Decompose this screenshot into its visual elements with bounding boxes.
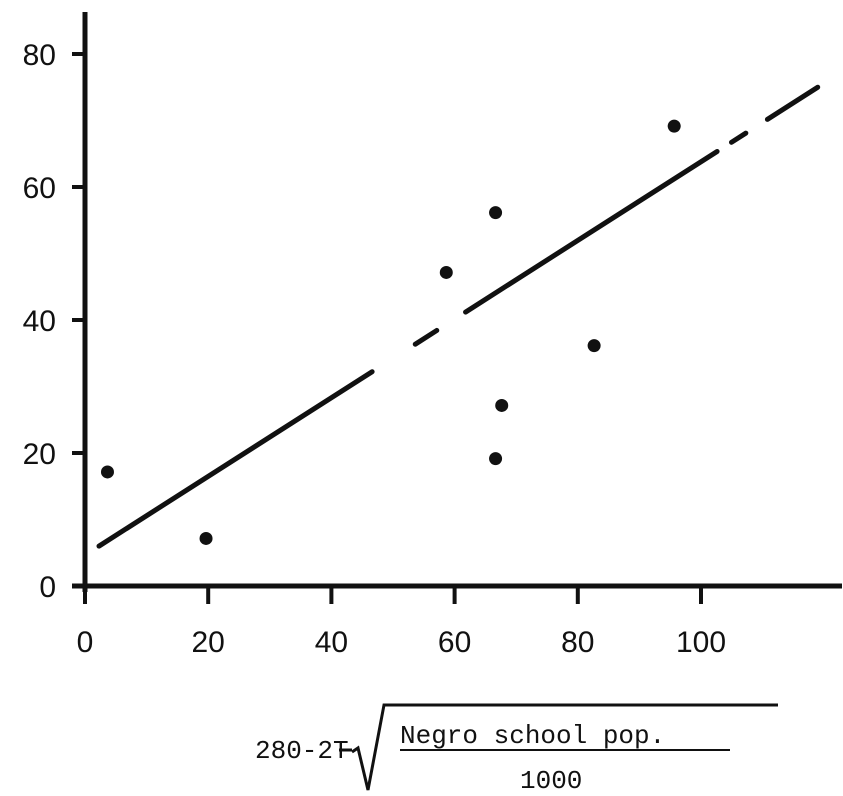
data-point [495, 398, 509, 412]
axes [72, 12, 842, 592]
trend-line-segment [412, 327, 440, 347]
data-point [100, 465, 114, 479]
y-tick-label: 60 [23, 172, 56, 205]
data-point [587, 339, 601, 353]
y-tick-label: 0 [39, 571, 56, 604]
y-tick-label: 80 [23, 39, 56, 72]
x-tick-label: 80 [561, 626, 594, 659]
x-tick-label: 0 [77, 626, 94, 659]
x-label-numerator: Negro school pop. [400, 721, 665, 751]
data-points [100, 119, 681, 545]
x-axis-label: 280-2T Negro school pop. 1000 [255, 703, 778, 796]
x-label-prefix: 280-2T [255, 736, 349, 766]
y-tick-label: 40 [23, 305, 56, 338]
data-point [439, 265, 453, 279]
data-point [667, 119, 681, 133]
sqrt-symbol [351, 703, 778, 791]
x-tick-label: 60 [438, 626, 471, 659]
y-tick-label: 20 [23, 438, 56, 471]
x-tick-label: 40 [315, 626, 348, 659]
data-point [489, 452, 503, 466]
x-tick-label: 100 [676, 626, 726, 659]
trend-line-segment [463, 148, 720, 315]
trend-line-segment [728, 130, 749, 145]
trend-line-segment [96, 369, 375, 549]
trend-line [96, 84, 821, 549]
x-label-denominator: 1000 [520, 766, 582, 796]
data-point [199, 531, 213, 545]
data-point [489, 206, 503, 220]
y-ticks: 0 20 40 60 80 [23, 39, 85, 604]
x-tick-label: 20 [192, 626, 225, 659]
x-ticks: 0 20 40 60 80 100 [77, 586, 726, 659]
trend-line-segment [764, 84, 821, 122]
